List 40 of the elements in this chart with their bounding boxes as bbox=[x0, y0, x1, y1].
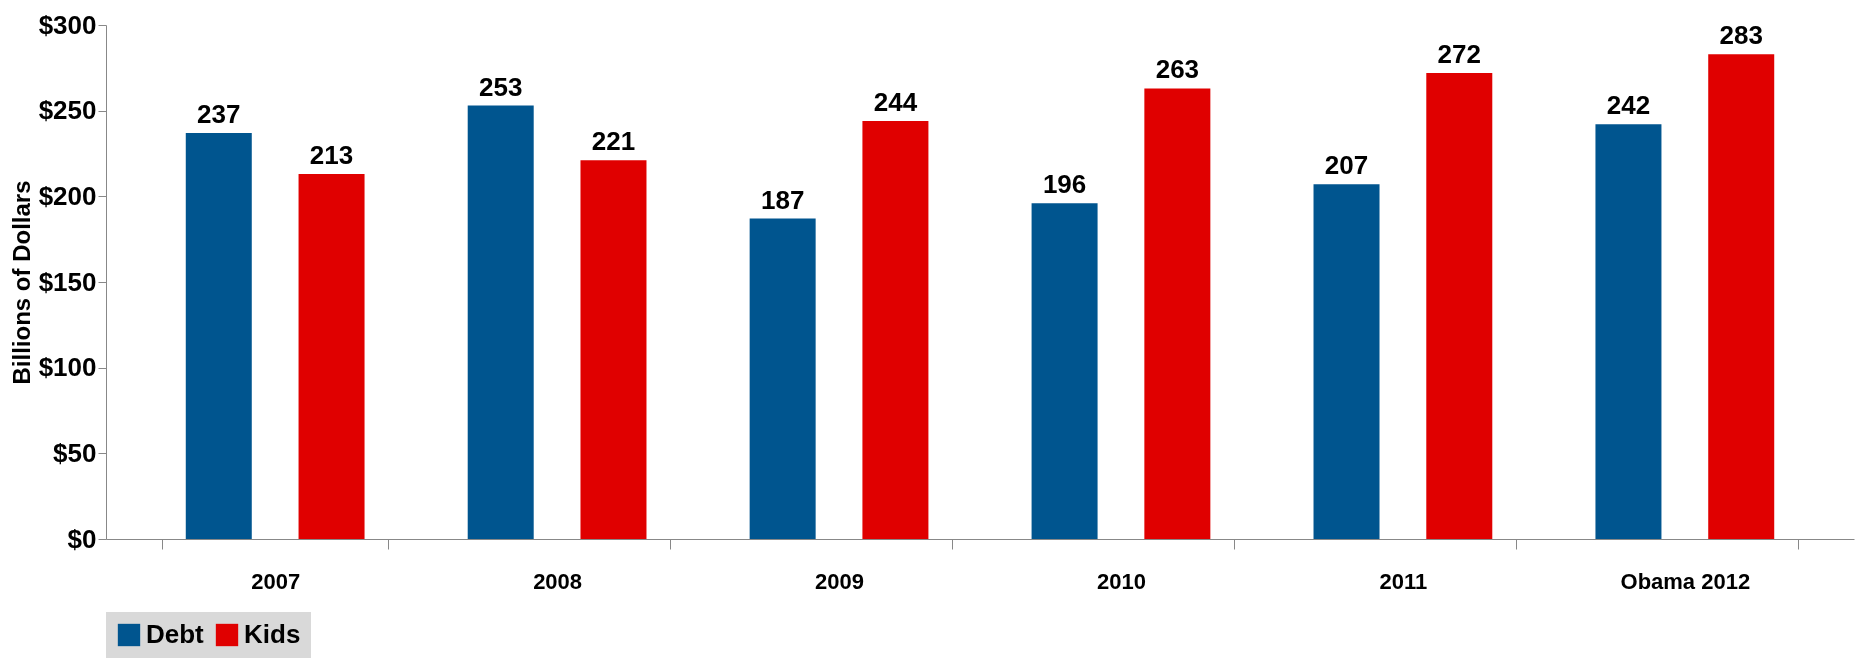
data-label: 187 bbox=[760, 184, 805, 215]
bar bbox=[1426, 72, 1493, 539]
bar bbox=[467, 105, 534, 539]
bar bbox=[185, 132, 252, 539]
bar bbox=[749, 218, 816, 539]
data-label: 213 bbox=[309, 140, 354, 171]
data-label: 207 bbox=[1324, 150, 1369, 181]
data-label: 283 bbox=[1719, 20, 1763, 51]
data-label: 253 bbox=[479, 71, 523, 102]
bar bbox=[1031, 203, 1098, 539]
data-label: 221 bbox=[591, 126, 636, 157]
y-tick-label: $200 bbox=[38, 180, 97, 211]
bar bbox=[1708, 54, 1775, 539]
data-label: 272 bbox=[1437, 38, 1481, 69]
data-label: 196 bbox=[1042, 169, 1087, 200]
data-label: 263 bbox=[1155, 54, 1200, 85]
bar bbox=[1144, 88, 1211, 539]
bar bbox=[862, 120, 929, 539]
data-label: 244 bbox=[873, 86, 918, 117]
x-tick-label: 2011 bbox=[1379, 568, 1428, 594]
x-tick-label: 2010 bbox=[1096, 568, 1146, 594]
legend-label: Kids bbox=[244, 619, 301, 649]
bar bbox=[1313, 184, 1380, 539]
x-tick-label: 2007 bbox=[251, 568, 301, 594]
x-tick-label: 2008 bbox=[533, 568, 583, 594]
bar bbox=[298, 174, 365, 539]
bar bbox=[1595, 124, 1662, 539]
y-tick-label: $250 bbox=[38, 95, 97, 126]
y-tick-label: $150 bbox=[38, 266, 97, 297]
bar bbox=[580, 160, 647, 539]
legend-label: Debt bbox=[146, 619, 205, 649]
y-tick-label: $300 bbox=[38, 9, 97, 40]
y-tick-label: $100 bbox=[38, 352, 97, 383]
y-tick-label: $0 bbox=[67, 523, 97, 554]
y-tick-label: $50 bbox=[53, 437, 97, 468]
data-label: 237 bbox=[197, 98, 241, 129]
x-tick-label: Obama 2012 bbox=[1620, 568, 1751, 594]
y-axis-title: Billions of Dollars bbox=[7, 180, 35, 385]
data-label: 242 bbox=[1606, 90, 1651, 121]
x-tick-label: 2009 bbox=[815, 568, 865, 594]
